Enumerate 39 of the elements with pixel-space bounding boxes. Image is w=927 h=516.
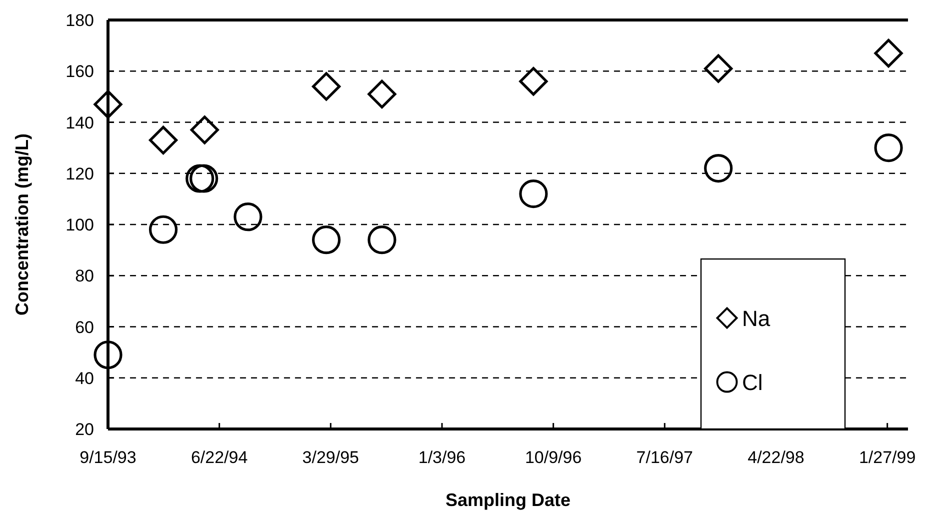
x-tick-label: 3/29/95 xyxy=(302,448,360,467)
y-axis-title: Concentration (mg/L) xyxy=(12,134,32,316)
point xyxy=(704,54,733,83)
y-tick-label: 140 xyxy=(66,113,94,132)
x-tick-label: 4/22/98 xyxy=(748,448,804,467)
y-tick-label: 100 xyxy=(66,216,94,234)
y-tick-label: 160 xyxy=(66,62,94,82)
point xyxy=(148,215,178,244)
y-tick-label: 80 xyxy=(75,266,94,286)
point xyxy=(368,80,396,108)
point xyxy=(190,164,218,193)
point xyxy=(519,180,548,208)
legend-label: Na xyxy=(742,306,771,331)
point xyxy=(312,226,341,254)
point xyxy=(874,134,903,162)
legend-label: Cl xyxy=(742,370,763,395)
x-tick-label: 10/9/96 xyxy=(524,448,582,467)
x-axis-title: Sampling Date xyxy=(445,490,571,510)
point xyxy=(190,116,219,144)
point xyxy=(94,340,122,370)
y-tick-label: 20 xyxy=(75,420,94,439)
point xyxy=(94,90,122,119)
x-tick-label: 1/3/96 xyxy=(418,448,466,467)
y-tick-label: 180 xyxy=(66,11,94,30)
y-tick-label: 40 xyxy=(75,368,94,388)
point xyxy=(368,226,396,254)
point xyxy=(519,67,548,96)
point xyxy=(186,164,214,193)
y-tick-label: 120 xyxy=(66,164,94,184)
point xyxy=(704,154,733,183)
point xyxy=(234,202,262,232)
y-tick-label: 60 xyxy=(75,318,94,337)
point xyxy=(312,72,341,101)
x-tick-label: 1/27/99 xyxy=(858,448,916,467)
x-tick-label: 6/22/94 xyxy=(190,448,248,467)
x-tick-label: 9/15/93 xyxy=(80,448,136,467)
point xyxy=(148,126,178,154)
x-tick-label: 7/16/97 xyxy=(636,448,694,467)
point xyxy=(874,38,903,68)
